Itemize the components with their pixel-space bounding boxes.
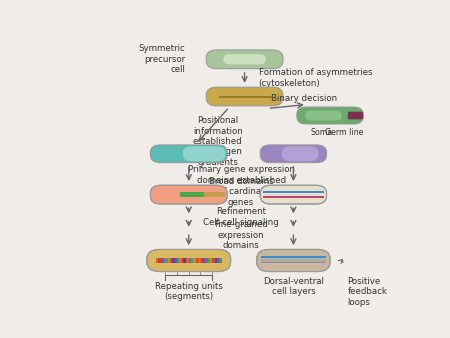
Bar (156, 258, 158, 263)
FancyBboxPatch shape (206, 87, 283, 106)
Bar (182, 258, 184, 263)
Bar (207, 258, 210, 263)
Bar (210, 258, 212, 263)
FancyBboxPatch shape (150, 185, 227, 204)
Bar (263, 193, 324, 196)
FancyBboxPatch shape (206, 50, 283, 69)
FancyBboxPatch shape (260, 185, 327, 204)
Text: Refinement
Cell-cell signaling: Refinement Cell-cell signaling (203, 208, 279, 227)
FancyBboxPatch shape (305, 111, 342, 121)
Bar (158, 258, 161, 263)
Bar (217, 258, 220, 263)
FancyBboxPatch shape (147, 249, 230, 271)
Text: Binary decision: Binary decision (271, 94, 337, 103)
Text: Repeating units
(segments): Repeating units (segments) (155, 282, 223, 301)
FancyBboxPatch shape (257, 249, 330, 271)
Bar (201, 258, 203, 263)
Bar (184, 258, 186, 263)
Bar (186, 258, 189, 263)
Text: Positive
feedback
loops: Positive feedback loops (347, 277, 387, 307)
Bar (212, 258, 215, 263)
Text: Broad domains
of cardinal
genes: Broad domains of cardinal genes (209, 177, 274, 207)
Bar (165, 258, 167, 263)
Text: Formation of asymmetries
(cytoskeleton): Formation of asymmetries (cytoskeleton) (259, 68, 372, 88)
Bar (203, 258, 205, 263)
Bar (261, 258, 325, 259)
Bar (261, 259, 325, 261)
Text: Fine-grained
expression
domains: Fine-grained expression domains (214, 220, 268, 250)
Bar (189, 258, 191, 263)
FancyBboxPatch shape (348, 112, 363, 119)
Bar (215, 258, 217, 263)
Bar (261, 262, 325, 263)
Bar (167, 258, 170, 263)
Bar (220, 258, 222, 263)
Text: Symmetric
precursor
cell: Symmetric precursor cell (139, 44, 185, 74)
Bar (263, 191, 324, 193)
Bar (175, 258, 177, 263)
Text: Germ line: Germ line (325, 128, 364, 137)
Bar (177, 258, 180, 263)
Bar (196, 258, 198, 263)
Bar (204, 192, 225, 197)
FancyBboxPatch shape (224, 54, 266, 65)
Bar (163, 258, 165, 263)
Bar (161, 258, 163, 263)
FancyBboxPatch shape (297, 107, 363, 124)
FancyBboxPatch shape (150, 145, 227, 163)
Text: Positional
information
established
Morphogen
gradients: Positional information established Morph… (193, 116, 243, 167)
Bar (261, 261, 325, 262)
Bar (180, 258, 182, 263)
FancyBboxPatch shape (260, 145, 327, 163)
Text: Soma: Soma (311, 128, 333, 137)
Bar (194, 258, 196, 263)
Bar (261, 263, 325, 265)
Bar (170, 258, 172, 263)
Bar (263, 196, 324, 198)
Bar (261, 256, 325, 258)
Bar (198, 258, 201, 263)
Bar (191, 258, 194, 263)
Bar (205, 258, 207, 263)
Text: Primary gene expression
domains established: Primary gene expression domains establis… (188, 165, 295, 185)
FancyBboxPatch shape (183, 146, 225, 161)
Text: Dorsal-ventral
cell layers: Dorsal-ventral cell layers (263, 277, 324, 296)
Bar (172, 258, 175, 263)
Bar (180, 192, 204, 197)
FancyBboxPatch shape (282, 146, 318, 161)
